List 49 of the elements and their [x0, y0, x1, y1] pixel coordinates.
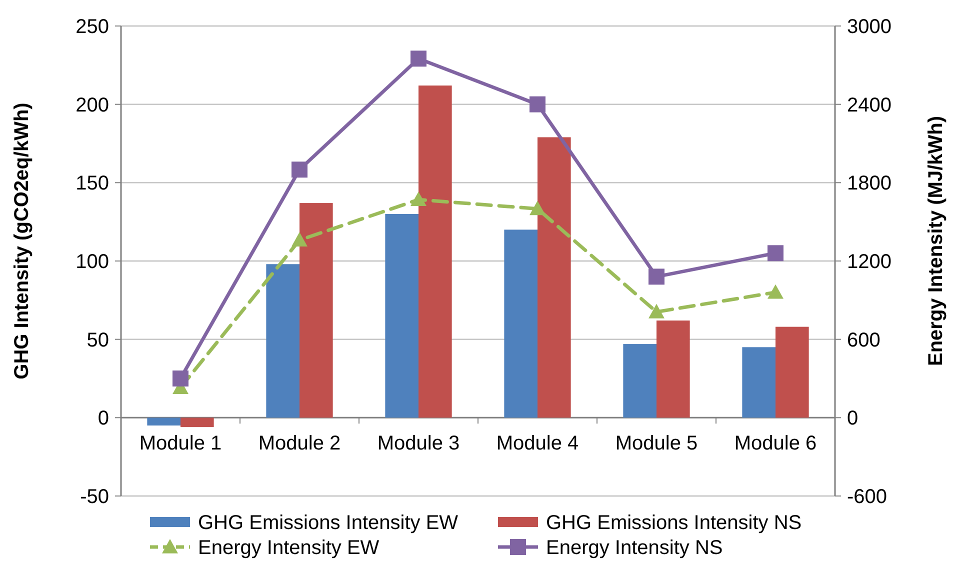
x-tick-label: Module 2	[258, 432, 341, 455]
y-tick-label: 250	[76, 16, 109, 38]
y-tick-label: 50	[86, 329, 109, 352]
bar	[623, 344, 656, 418]
y-tick-label: 150	[76, 172, 109, 195]
bar	[300, 203, 333, 418]
point	[410, 50, 426, 67]
point	[768, 284, 784, 299]
y-tick-label: -50	[80, 486, 109, 508]
bar	[776, 326, 809, 418]
legend-label: Energy Intensity EW	[198, 537, 380, 559]
point	[768, 245, 784, 262]
y-axis-title: GHG Intensity (gCO2eq/kWh)	[11, 102, 33, 380]
point	[530, 200, 546, 216]
x-tick-label: Module 6	[734, 432, 817, 455]
x-tick-label: Module 1	[139, 432, 222, 455]
y2-axis-title: Energy Intensity (MJ/kWh)	[925, 116, 947, 366]
y-tick-label: 0	[98, 408, 109, 430]
y2-tick-label: 1800	[847, 172, 892, 195]
bar	[266, 264, 300, 418]
legend-label: GHG Emissions Intensity EW	[198, 512, 458, 534]
y2-tick-label: -600	[847, 486, 888, 508]
x-tick-label: Module 3	[377, 432, 460, 455]
bar	[742, 347, 776, 418]
y2-tick-label: 0	[847, 408, 858, 430]
bar	[180, 418, 214, 428]
y2-tick-label: 1200	[847, 251, 892, 273]
x-tick-label: Module 5	[615, 432, 698, 455]
y2-tick-label: 3000	[847, 16, 892, 38]
legend-label: GHG Emissions Intensity NS	[546, 512, 802, 534]
bar	[418, 86, 452, 418]
bar	[538, 137, 571, 418]
y2-tick-label: 2400	[847, 94, 892, 116]
y-tick-label: 100	[76, 251, 109, 273]
bar	[385, 214, 418, 418]
y2-tick-label: 600	[847, 329, 880, 352]
point	[292, 232, 308, 247]
point	[410, 192, 426, 206]
point	[172, 370, 188, 386]
y-tick-label: 200	[76, 94, 109, 116]
point	[648, 268, 664, 285]
legend-label: Energy Intensity NS	[546, 537, 723, 559]
point	[648, 304, 664, 318]
x-tick-label: Module 4	[496, 432, 579, 455]
point	[292, 162, 308, 178]
bar	[504, 230, 538, 418]
bar	[656, 320, 690, 418]
point	[530, 96, 546, 112]
bar	[147, 418, 180, 426]
